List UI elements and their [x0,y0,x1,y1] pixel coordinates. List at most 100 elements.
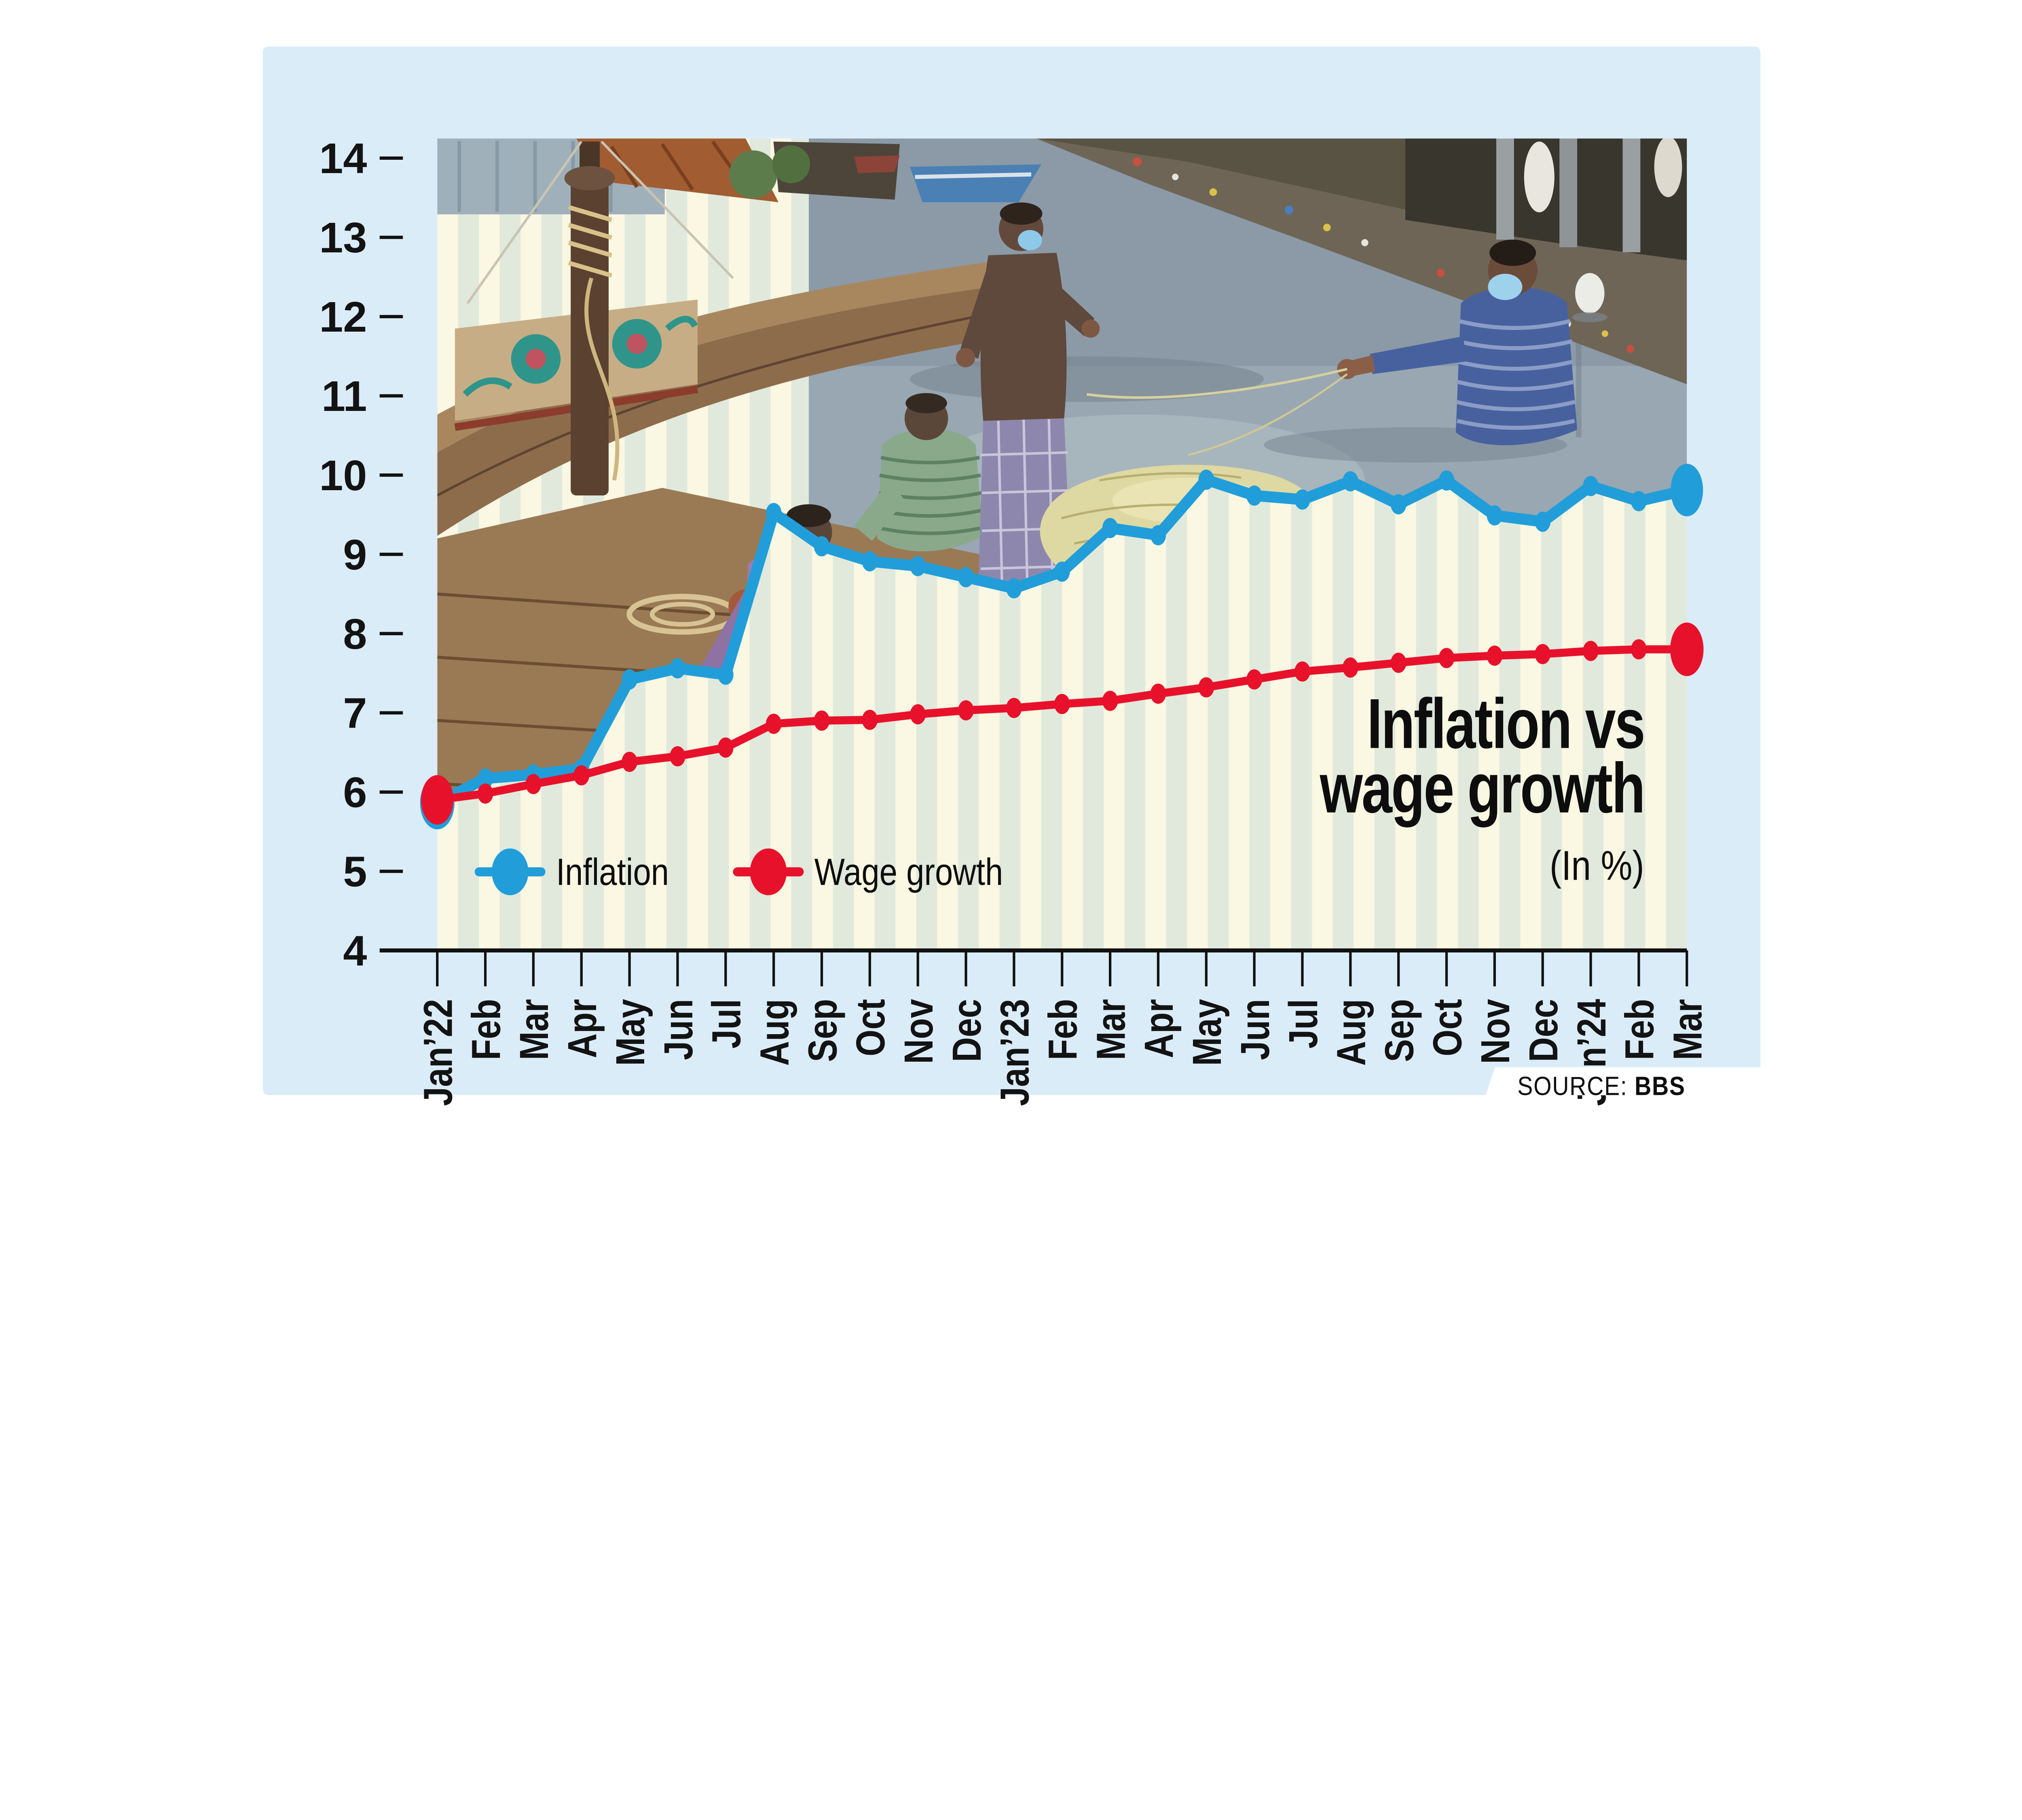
inflation-marker [1535,512,1551,532]
wage-growth-marker [814,710,830,731]
wage-growth-marker [717,737,734,758]
rusty-roof [576,138,778,202]
wage-growth-marker [1054,694,1070,714]
x-tick-label: Apr [1136,999,1182,1058]
x-tick-label: Feb [1040,999,1085,1060]
x-tick-label: Aug [752,999,797,1066]
wage-growth-marker [1631,639,1647,660]
inflation-marker [670,658,685,679]
x-tick-label: Mar [512,999,557,1060]
inflation-marker [1438,470,1455,491]
inflation-marker [1198,470,1214,490]
y-tick [379,632,403,635]
legend-label-inflation: Inflation [556,850,669,893]
x-tick [532,950,535,986]
y-tick [379,711,403,715]
inflation-marker [1390,494,1407,514]
x-tick [1061,950,1064,986]
y-tick-label: 10 [319,451,367,499]
x-tick-label: Dec [944,999,989,1062]
photo-fishermen [437,138,1687,803]
x-tick-label: Nov [896,999,941,1064]
inflation-marker [958,567,974,588]
source-value: BBS [1634,1071,1686,1101]
y-tick [379,235,403,239]
y-tick-label: 9 [343,531,367,579]
x-tick-label: May [607,999,653,1066]
wage-growth-marker [1102,690,1118,711]
x-tick [1108,950,1112,986]
x-tick [1013,950,1015,986]
man-green-stripes [854,393,984,552]
chart-title: Inflation vs wage growth [1320,684,1646,828]
inflation-marker [1487,505,1503,526]
rope-wraps [568,205,613,278]
x-tick [820,950,823,986]
inflation-marker [477,768,493,789]
source-label: SOURCE: [1517,1071,1628,1101]
chart-title-line2: wage growth [1320,749,1646,828]
y-tick-label: 7 [343,689,367,737]
wage-growth-marker [766,713,782,734]
x-tick [1637,950,1640,986]
x-tick [1301,950,1304,986]
boat-gunwale [437,260,1001,453]
y-tick-label: 13 [319,214,367,262]
legend-item-inflation: Inflation [474,848,689,895]
inflation-marker [1150,525,1166,546]
wage-growth-marker [525,774,541,794]
wage-growth-marker [1390,652,1407,673]
x-tick-label: Oct [848,999,893,1056]
x-tick [676,950,679,986]
y-tick-label: 12 [319,293,367,341]
inflation-marker [1102,518,1118,538]
series [420,463,1704,830]
inflation-marker [862,551,878,571]
x-tick [1397,950,1400,986]
x-tick-label: Dec [1521,999,1566,1062]
stripe [770,138,792,950]
unit-note: (In %) [1549,842,1644,889]
inflation-marker [1294,489,1310,510]
x-tick-label: Jan’23 [992,999,1037,1106]
y-tick-label: 6 [343,768,367,817]
wage-growth-marker [910,704,926,725]
wage-growth-marker [1006,698,1022,718]
wage-growth-marker [1198,677,1214,698]
inflation-marker [1054,561,1070,582]
source-band [1485,1067,1761,1096]
x-tick-label: Jul [1280,999,1326,1049]
y-tick [379,394,403,398]
x-tick-label: Aug [1328,999,1374,1066]
wage-growth-marker [1246,669,1262,690]
inflation-marker [1342,471,1358,492]
x-tick [484,950,487,986]
wage-growth-marker [1670,622,1704,676]
x-tick [436,950,439,986]
wage-growth-marker [1150,684,1166,704]
wage-growth-marker [477,783,493,804]
x-tick [1157,950,1160,986]
x-tick [1445,950,1448,986]
x-tick-label: Jul [704,999,749,1049]
x-tick-label: Jun [1232,999,1277,1060]
x-tick [1686,950,1688,986]
wage-growth-marker [622,751,637,772]
x-tick [628,950,631,986]
y-tick [379,552,403,556]
chart-title-line1: Inflation vs [1367,684,1645,763]
wage-growth-marker [958,700,974,721]
x-tick-label: Feb [1617,999,1662,1060]
small-boat [854,155,900,174]
wage-growth-marker [421,775,454,825]
inflation-marker [622,669,637,690]
tree [729,150,777,199]
x-tick [868,950,871,986]
page: 4 5 6 7 8 9 10 11 12 13 14 Jan’22 Feb Mar Apr May Jun Jul… [263,47,1761,1106]
source-note: SOURCE: BBS [1517,1071,1685,1101]
boat-hull [437,286,1009,536]
x-tick [580,950,583,986]
y-tick-label: 14 [319,134,367,182]
